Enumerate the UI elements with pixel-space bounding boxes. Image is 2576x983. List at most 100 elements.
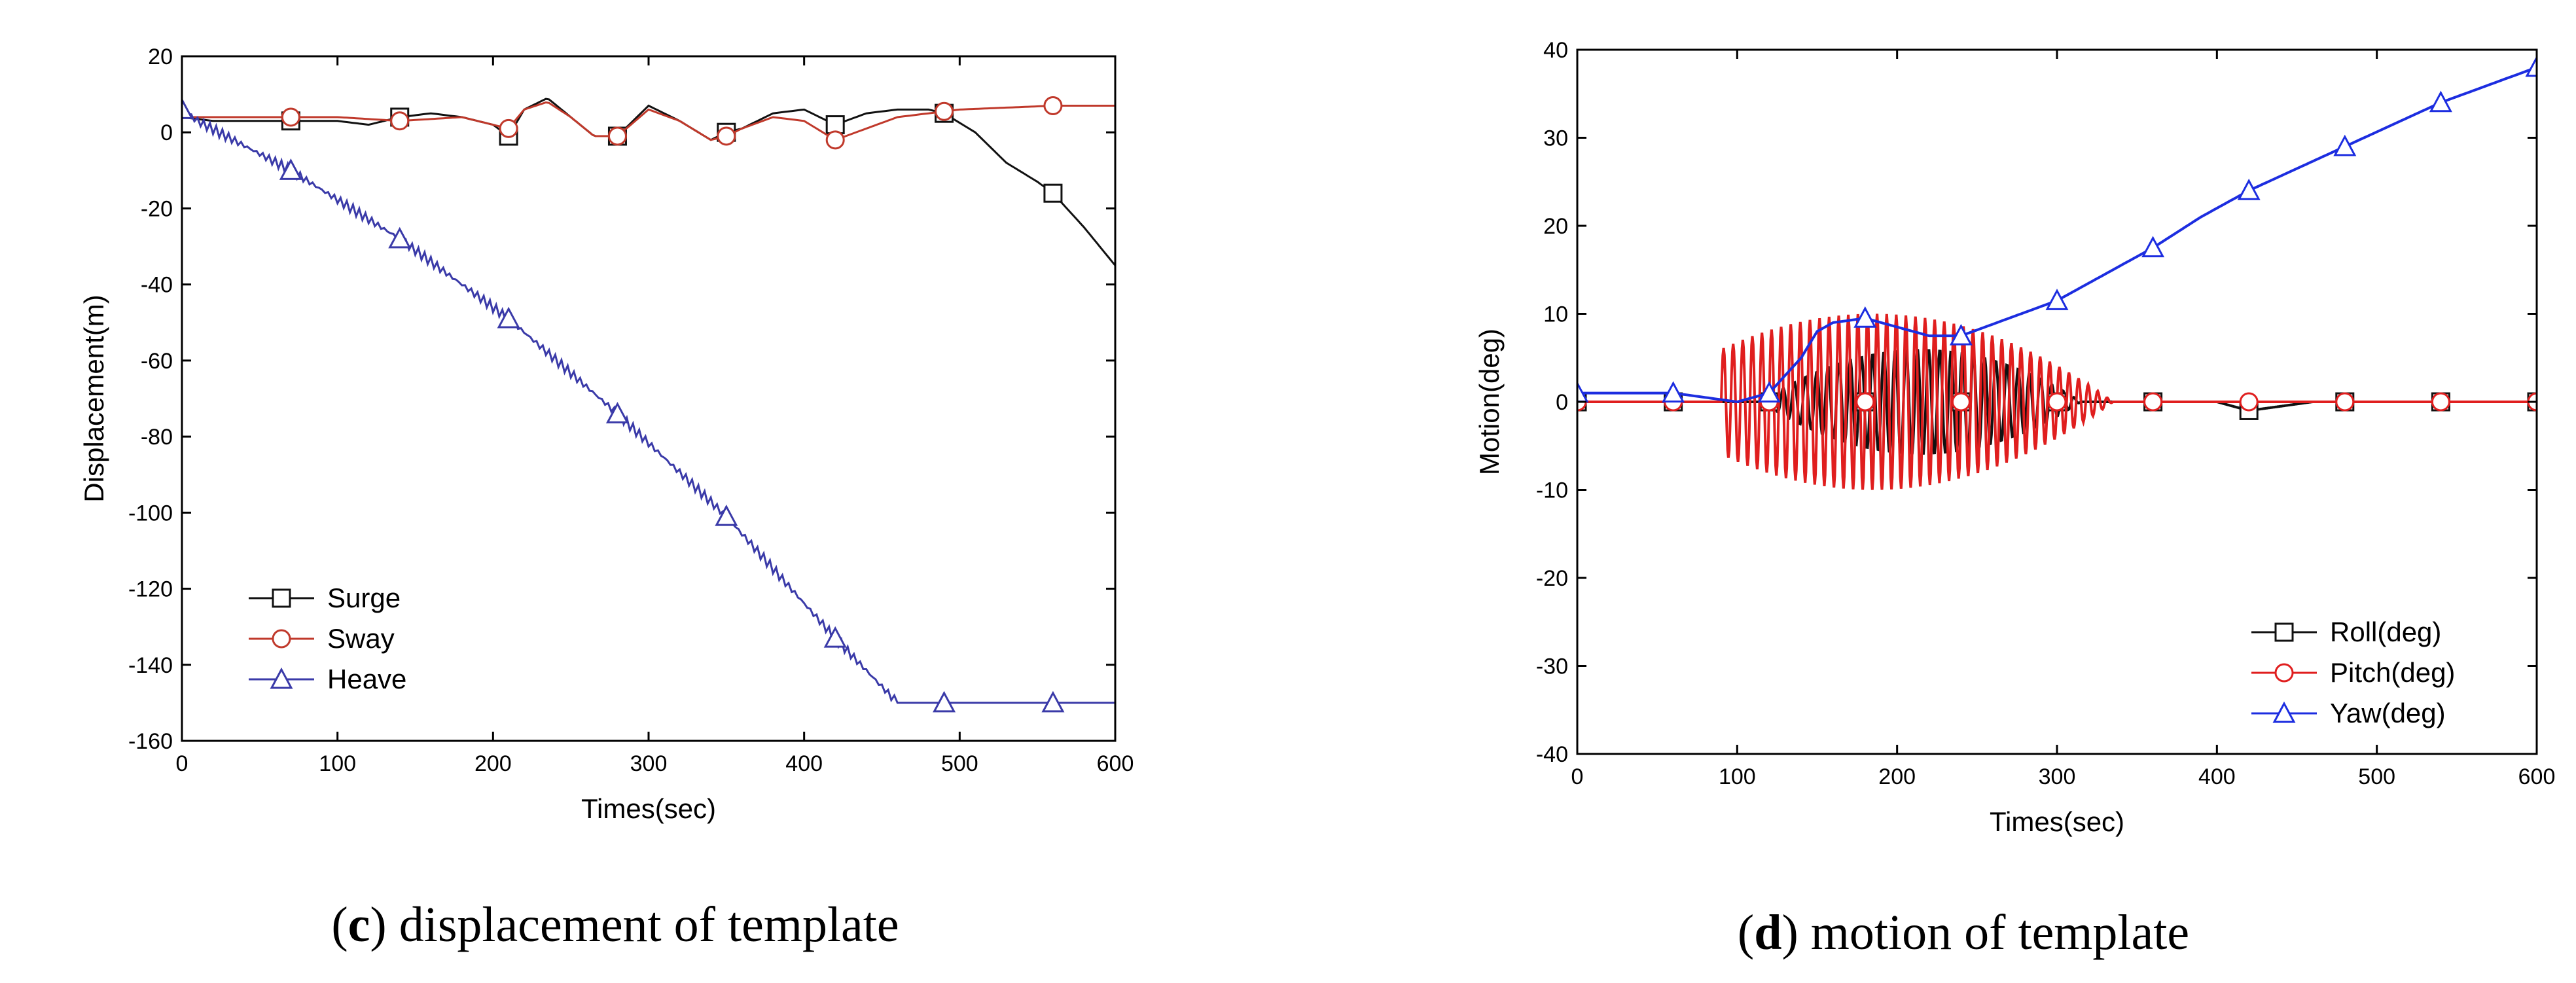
y-tick-label: 20 — [148, 45, 173, 69]
x-tick-label: 300 — [630, 751, 668, 776]
legend-label: Surge — [327, 582, 401, 613]
x-tick-label: 500 — [2358, 764, 2395, 789]
data-point — [281, 107, 300, 127]
x-tick-label: 500 — [941, 751, 978, 776]
data-point — [607, 126, 627, 146]
caption-c-text: displacement of template — [387, 897, 899, 952]
y-tick-label: 20 — [1543, 214, 1568, 239]
data-point — [497, 306, 520, 329]
series-heave — [182, 98, 1115, 713]
legend-label: Sway — [327, 623, 395, 654]
series-line — [1577, 66, 2537, 404]
series-pitchdeg — [1577, 313, 2537, 490]
y-tick-label: 30 — [1543, 126, 1568, 151]
data-point — [388, 226, 412, 249]
series-line — [182, 98, 1115, 266]
y-tick-label: 0 — [160, 120, 173, 145]
legend: Surge Sway Heave — [249, 582, 406, 694]
y-tick-label: -140 — [128, 653, 173, 678]
series-line — [182, 109, 1115, 704]
data-point — [2333, 134, 2357, 156]
caption-d-text: motion of template — [1798, 905, 2189, 960]
y-tick-label: -120 — [128, 577, 173, 602]
data-point — [1853, 306, 1877, 328]
x-tick-label: 600 — [1097, 751, 1134, 776]
data-point — [2525, 55, 2537, 77]
y-tick-label: -40 — [1536, 742, 1568, 767]
x-axis-label: Times(sec) — [581, 793, 716, 824]
data-point — [823, 626, 847, 648]
legend-marker — [272, 588, 291, 608]
x-tick-label: 0 — [176, 751, 188, 776]
data-point — [825, 115, 845, 135]
data-point — [933, 690, 956, 713]
x-tick-label: 100 — [319, 751, 356, 776]
data-point — [2045, 289, 2069, 310]
x-tick-label: 300 — [2039, 764, 2076, 789]
data-point — [1951, 392, 1971, 412]
series-line — [182, 101, 1115, 141]
caption-c: (c) displacement of template — [331, 897, 899, 952]
data-point — [715, 504, 738, 526]
x-tick-label: 200 — [474, 751, 512, 776]
x-tick-label: 0 — [1571, 764, 1584, 789]
data-point — [605, 402, 629, 423]
data-point — [499, 118, 518, 138]
y-tick-label: -10 — [1536, 478, 1568, 503]
data-point — [2141, 236, 2165, 258]
data-point — [1855, 392, 1875, 412]
series-sway — [182, 96, 1115, 150]
data-point — [1043, 183, 1063, 203]
legend-label: Pitch(deg) — [2330, 657, 2455, 688]
series-surge — [182, 98, 1115, 266]
y-tick-label: 0 — [1556, 390, 1568, 415]
y-tick-label: -60 — [141, 349, 173, 374]
chart-displacement: 0 100 200 300 400 500 600-160-140-120-100-80-6… — [79, 45, 1134, 824]
plot-frame — [181, 55, 1117, 742]
y-tick-label: -30 — [1536, 654, 1568, 679]
legend-marker — [2272, 701, 2296, 723]
data-point — [717, 126, 736, 146]
caption-c-letter: c — [348, 897, 370, 952]
data-point — [182, 98, 194, 119]
data-point — [1041, 690, 1065, 713]
x-tick-label: 400 — [2198, 764, 2236, 789]
y-tick-label: -80 — [141, 425, 173, 450]
y-axis-label: Displacement(m) — [79, 295, 109, 502]
data-point — [2429, 90, 2452, 113]
y-tick-label: -40 — [141, 273, 173, 298]
x-axis-label: Times(sec) — [1990, 806, 2124, 837]
legend-marker — [272, 629, 291, 649]
y-tick-label: 10 — [1543, 302, 1568, 327]
y-axis-label: Motion(deg) — [1474, 329, 1505, 475]
caption-d: (d) motion of template — [1738, 905, 2189, 960]
data-point — [935, 101, 954, 121]
data-point — [2335, 392, 2355, 412]
data-point — [825, 130, 845, 150]
legend-marker — [2274, 663, 2294, 683]
x-tick-label: 600 — [2518, 764, 2556, 789]
data-point — [1577, 381, 1589, 403]
data-point — [2047, 392, 2067, 412]
caption-d-letter: d — [1754, 905, 1781, 960]
y-tick-label: -100 — [128, 501, 173, 526]
legend-label: Heave — [327, 664, 406, 694]
y-tick-label: -20 — [1536, 566, 1568, 591]
y-tick-label: -160 — [128, 729, 173, 754]
legend-marker — [2274, 622, 2294, 642]
data-point — [2143, 392, 2163, 412]
y-tick-label: 40 — [1543, 38, 1568, 63]
legend-label: Roll(deg) — [2330, 617, 2441, 647]
series-yawdeg — [1577, 55, 2537, 404]
legend: Roll(deg) Pitch(deg) Yaw(deg) — [2251, 617, 2455, 728]
legend-label: Yaw(deg) — [2330, 698, 2446, 728]
chart-motion: 0 100 200 300 400 500 600 -40 -30 -20 -10 0 10 20 30 40… — [1474, 38, 2555, 837]
x-tick-label: 100 — [1719, 764, 1756, 789]
data-point — [279, 158, 302, 180]
data-point — [1662, 381, 1685, 403]
data-point — [1949, 323, 1973, 346]
data-point — [2431, 392, 2450, 412]
data-point — [1757, 381, 1781, 403]
x-tick-label: 400 — [785, 751, 823, 776]
